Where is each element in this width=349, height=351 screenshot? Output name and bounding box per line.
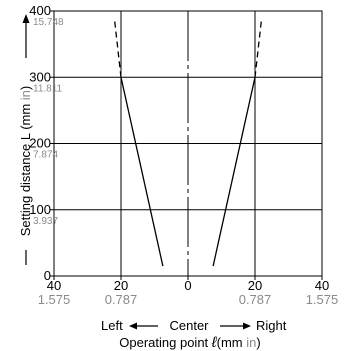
x-tick-label-mm: 40	[315, 278, 329, 293]
y-axis-arrow-head	[22, 14, 30, 23]
series-right-solid	[212, 77, 256, 267]
series-left-solid	[120, 77, 164, 267]
y-tick-label-mm: 300	[29, 69, 51, 84]
y-tick-label-in: 15.748	[33, 17, 64, 28]
grid	[53, 10, 323, 277]
y-tick-label-mm: 400	[29, 3, 51, 18]
series-left-dashed	[113, 17, 122, 78]
x-tick-label-mm: 20	[114, 278, 128, 293]
y-axis-title: Setting distance L (mm in)	[18, 86, 33, 237]
operating-point-symbol: ℓ	[211, 334, 218, 351]
y-tick-label-in: 7.874	[33, 150, 58, 161]
x-tick-label-in: 0.787	[105, 292, 138, 307]
x-tick-label-in: 1.575	[38, 292, 71, 307]
y-axis-title-group: Setting distance L (mm in)	[18, 14, 33, 265]
y-tick-label-mm: 100	[29, 202, 51, 217]
y-tick-label-in: 3.937	[33, 216, 58, 227]
series-layer	[113, 17, 263, 267]
x-tick-label-in: 0.787	[239, 292, 272, 307]
x-tick-label-in: 1.575	[306, 292, 339, 307]
axes: 01003.9372007.87430011.81140015.748401.5…	[29, 3, 338, 307]
series-right-dashed	[254, 17, 263, 78]
x-tick-label-mm: 40	[47, 278, 61, 293]
direction-right-arrow-head	[243, 322, 251, 330]
x-tick-label-mm: 20	[248, 278, 262, 293]
direction-left: Left	[101, 318, 123, 333]
y-tick-label-in: 11.811	[33, 83, 63, 94]
x-tick-label-mm: 0	[184, 278, 191, 293]
direction-indicator: Left Center Right	[101, 318, 287, 333]
y-tick-label-mm: 0	[44, 268, 51, 283]
direction-right: Right	[256, 318, 287, 333]
y-tick-label-mm: 200	[29, 136, 51, 151]
x-axis-title: Operating point ℓ(mm in)	[119, 334, 260, 351]
direction-center: Center	[169, 318, 209, 333]
direction-left-arrow-head	[129, 322, 137, 330]
